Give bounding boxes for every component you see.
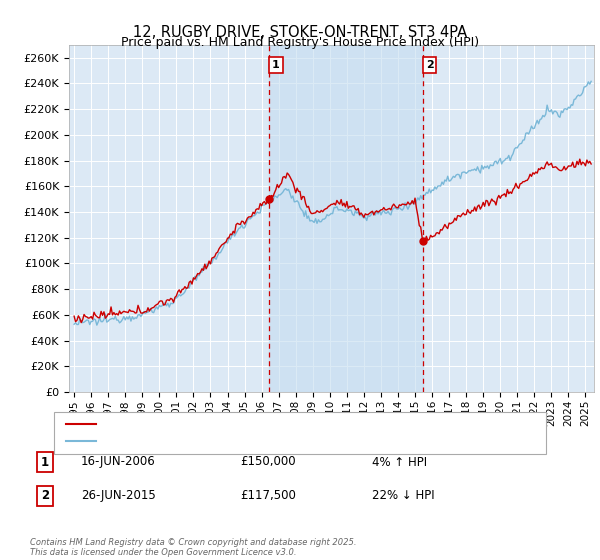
Text: 16-JUN-2006: 16-JUN-2006	[81, 455, 156, 469]
Text: 12, RUGBY DRIVE, STOKE-ON-TRENT, ST3 4PA (detached house): 12, RUGBY DRIVE, STOKE-ON-TRENT, ST3 4PA…	[102, 419, 434, 429]
Bar	[269, 45, 423, 392]
Text: £117,500: £117,500	[240, 489, 296, 502]
Text: 26-JUN-2015: 26-JUN-2015	[81, 489, 156, 502]
Text: HPI: Average price, detached house, Stoke-on-Trent: HPI: Average price, detached house, Stok…	[102, 436, 370, 446]
Text: 4% ↑ HPI: 4% ↑ HPI	[372, 455, 427, 469]
Text: 1: 1	[41, 455, 49, 469]
Text: Price paid vs. HM Land Registry's House Price Index (HPI): Price paid vs. HM Land Registry's House …	[121, 36, 479, 49]
Text: 2: 2	[426, 60, 434, 70]
Text: Contains HM Land Registry data © Crown copyright and database right 2025.
This d: Contains HM Land Registry data © Crown c…	[30, 538, 356, 557]
Text: 22% ↓ HPI: 22% ↓ HPI	[372, 489, 434, 502]
Text: £150,000: £150,000	[240, 455, 296, 469]
Text: 1: 1	[272, 60, 280, 70]
Text: 12, RUGBY DRIVE, STOKE-ON-TRENT, ST3 4PA: 12, RUGBY DRIVE, STOKE-ON-TRENT, ST3 4PA	[133, 25, 467, 40]
Text: 2: 2	[41, 489, 49, 502]
